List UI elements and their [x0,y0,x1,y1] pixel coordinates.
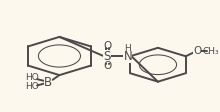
Text: HO: HO [26,82,39,91]
Text: N: N [123,50,132,62]
Text: O: O [193,46,201,56]
Text: CH₃: CH₃ [202,47,219,56]
Text: O: O [103,41,111,51]
Text: B: B [44,76,52,89]
Text: HO: HO [26,73,39,82]
Text: H: H [124,44,131,53]
Text: O: O [103,61,111,71]
Text: S: S [103,50,111,62]
